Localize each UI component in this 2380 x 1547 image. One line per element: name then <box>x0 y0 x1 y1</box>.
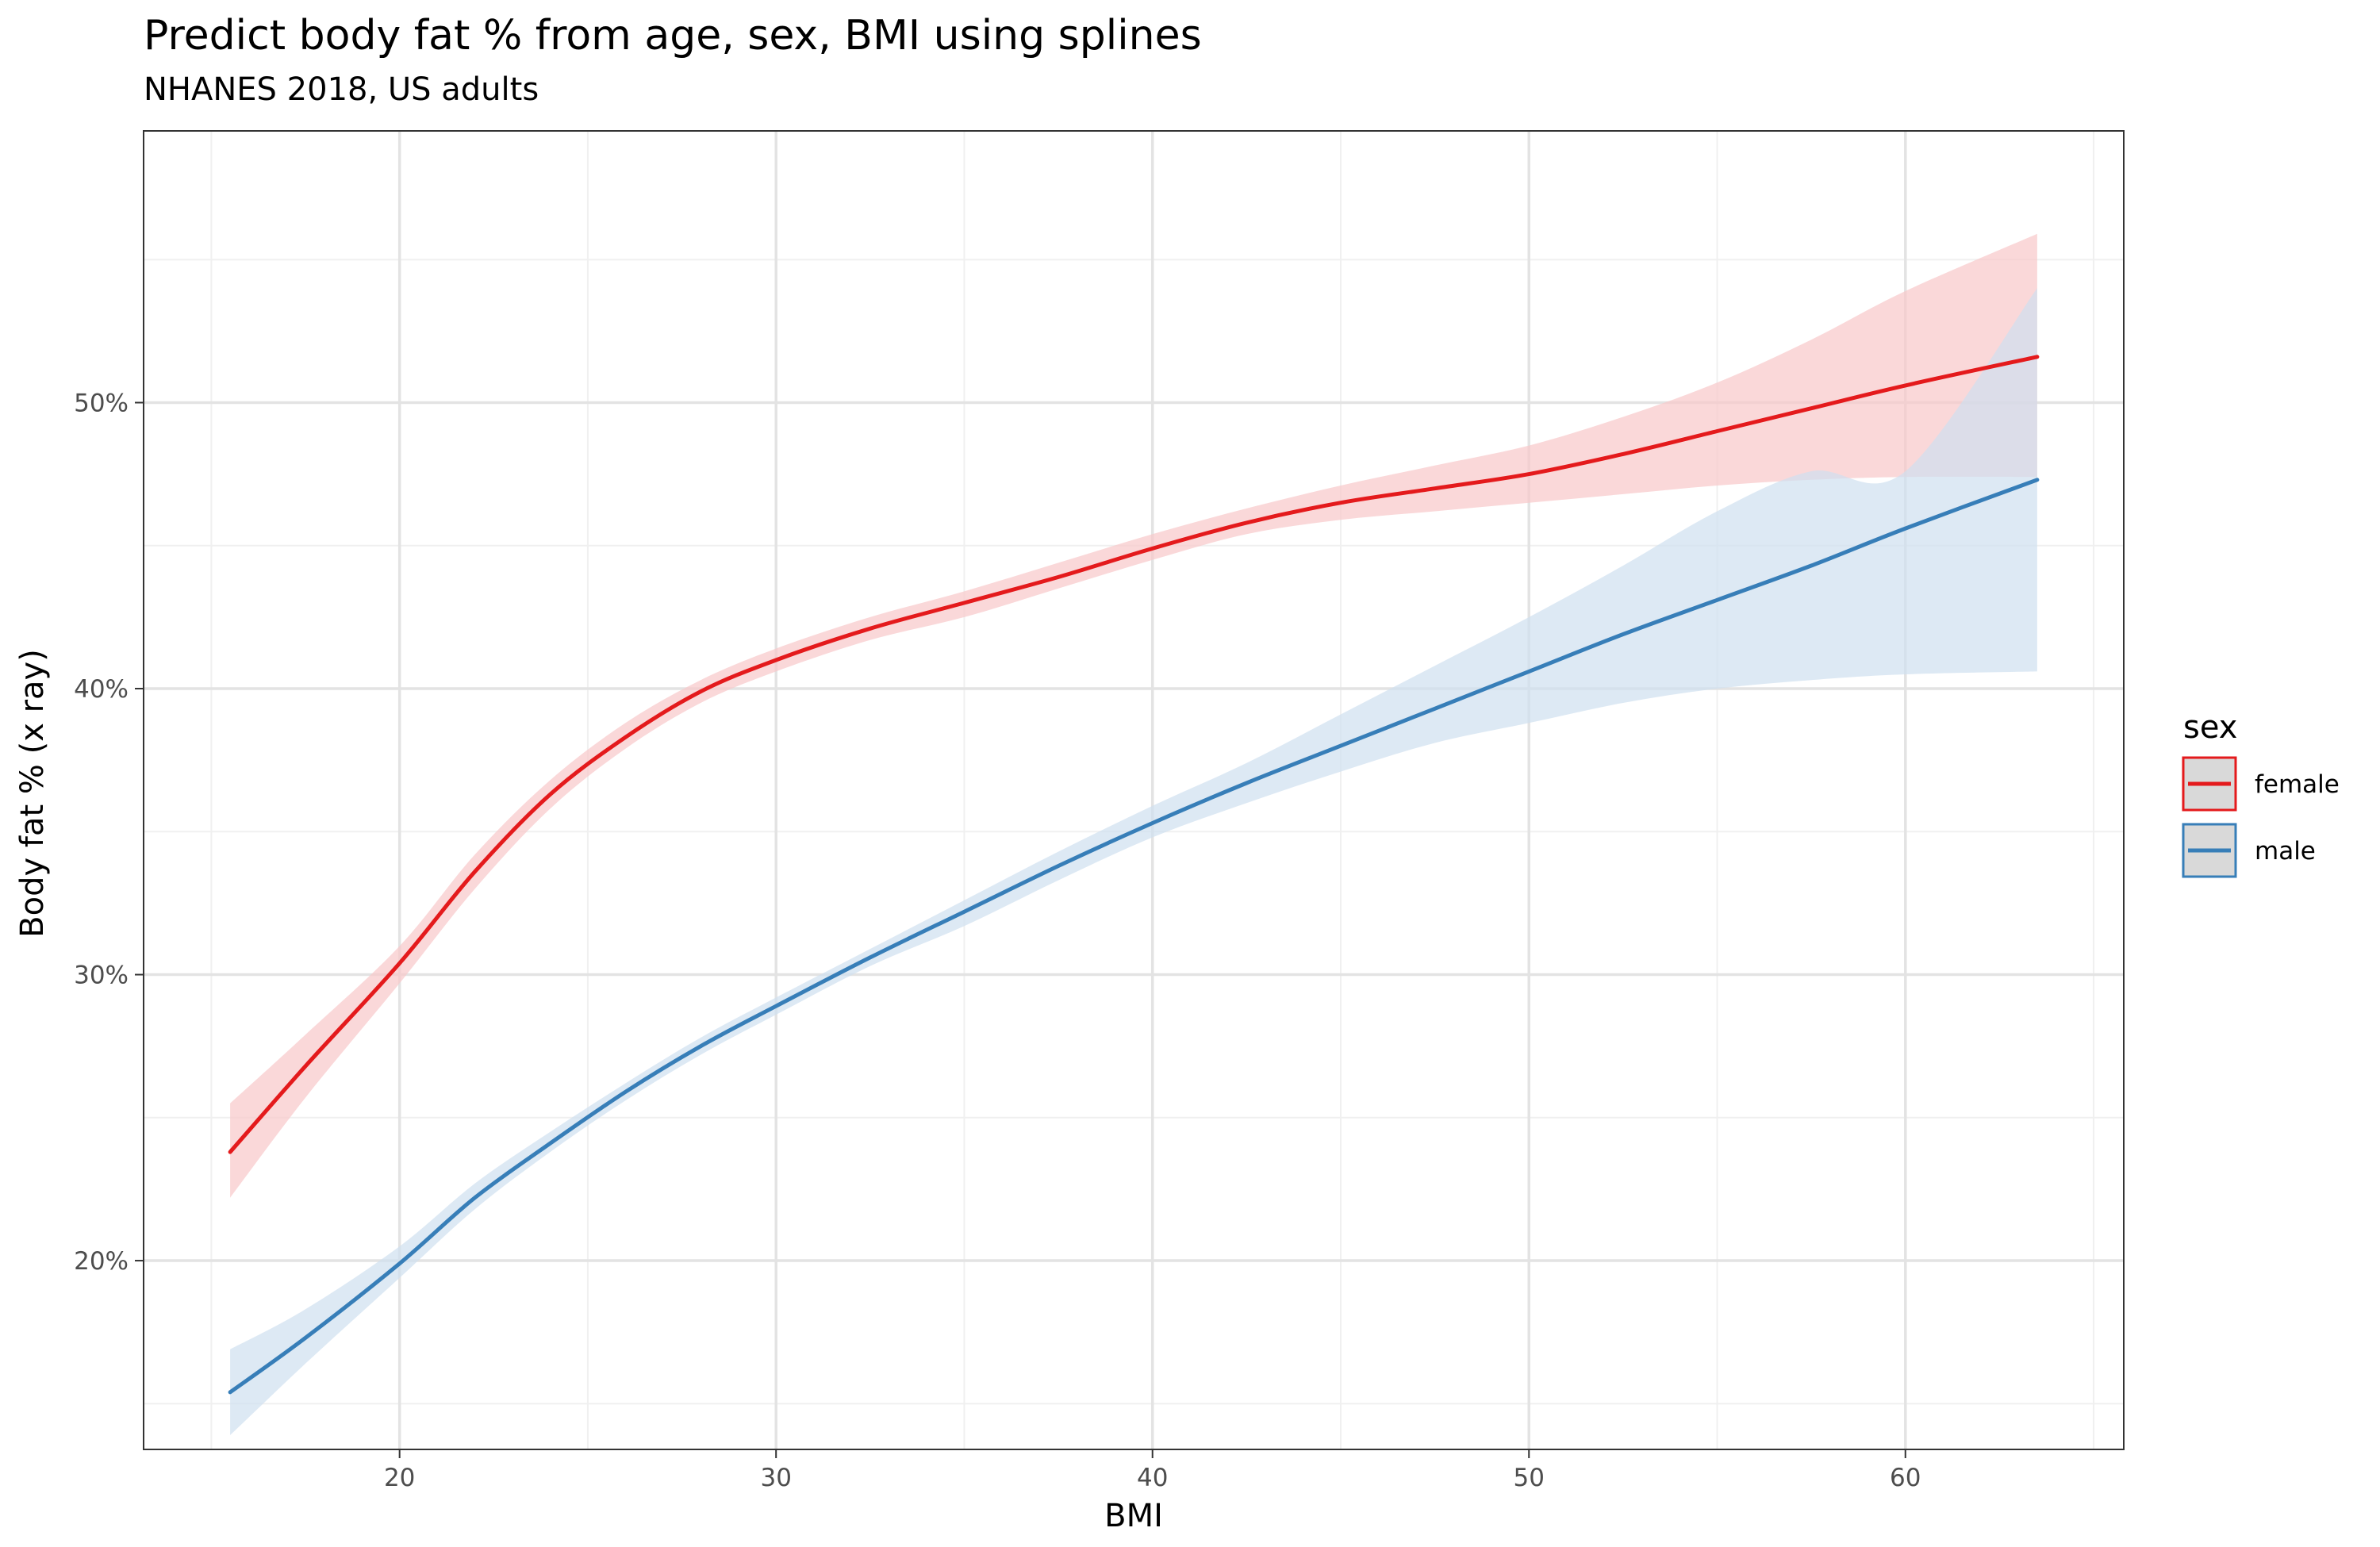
chart-subtitle: NHANES 2018, US adults <box>144 71 539 108</box>
legend-title: sex <box>2183 709 2237 746</box>
series-line-female <box>228 355 2040 1154</box>
x-axis-title: BMI <box>1104 1498 1163 1534</box>
y-tick-label: 40% <box>74 675 129 704</box>
panel-border <box>143 130 2125 1450</box>
x-tick-label: 50 <box>1514 1464 1545 1492</box>
y-tick-label: 30% <box>74 962 129 990</box>
x-tick-label: 40 <box>1137 1464 1168 1492</box>
legend: sex female male <box>2182 709 2340 878</box>
plot-area: 20 30 40 50 60 20% 30% 40% 50% <box>74 130 2125 1492</box>
x-tick-label: 60 <box>1890 1464 1921 1492</box>
y-tick-label: 20% <box>74 1247 129 1276</box>
y-axis-title: Body fat % (x ray) <box>14 649 51 938</box>
x-tick-label: 30 <box>760 1464 791 1492</box>
legend-label-female: female <box>2255 770 2340 799</box>
legend-label-male: male <box>2255 837 2316 866</box>
chart-title: Predict body fat % from age, sex, BMI us… <box>144 12 1202 60</box>
confidence-band-female <box>230 233 2037 1198</box>
y-tick-label: 50% <box>74 389 129 417</box>
x-tick-label: 20 <box>384 1464 415 1492</box>
series-line-male <box>228 478 2040 1395</box>
panel-background <box>144 131 2124 1449</box>
